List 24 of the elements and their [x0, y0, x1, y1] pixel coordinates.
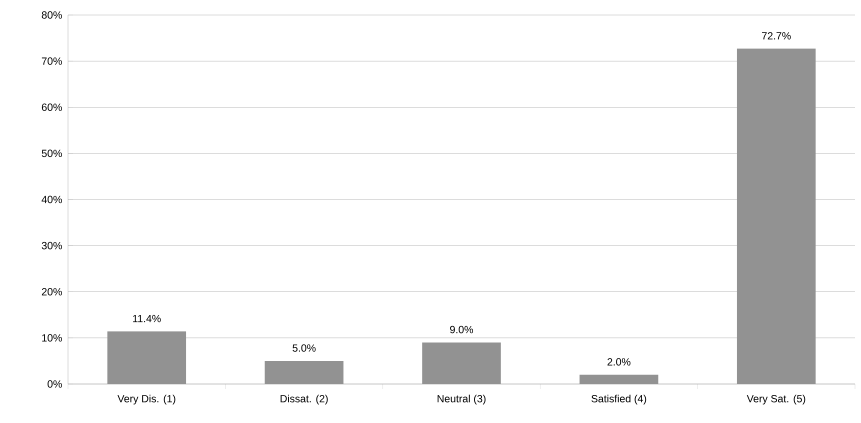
x-tick-label: Satisfied (4): [591, 394, 646, 404]
x-tick-label: Very Sat. (5): [746, 394, 806, 404]
data-label: 11.4%: [133, 314, 161, 322]
data-label: 2.0%: [608, 358, 630, 366]
bar: [107, 331, 186, 384]
y-tick-label: 10%: [42, 334, 62, 342]
data-label: 5.0%: [292, 344, 316, 352]
data-label: 72.7%: [762, 32, 791, 40]
x-tick-label: Neutral (3): [438, 394, 486, 404]
y-tick-label: 80%: [42, 11, 62, 19]
y-tick-label: 70%: [42, 57, 62, 65]
x-tick-label: Very Dis. (1): [117, 394, 176, 404]
y-tick-label: 60%: [42, 104, 62, 111]
y-tick-label: 40%: [42, 196, 62, 204]
y-tick-label: 20%: [42, 288, 62, 296]
y-tick-label: 30%: [42, 242, 62, 250]
bar: [264, 360, 344, 384]
bar: [422, 342, 501, 384]
x-tick-label: Dissat. (2): [280, 394, 328, 404]
bar: [580, 374, 658, 384]
data-label: 9.0%: [450, 326, 474, 334]
y-tick-label: 50%: [42, 150, 62, 158]
y-tick-label: 0%: [48, 380, 62, 388]
bar: [736, 48, 816, 384]
